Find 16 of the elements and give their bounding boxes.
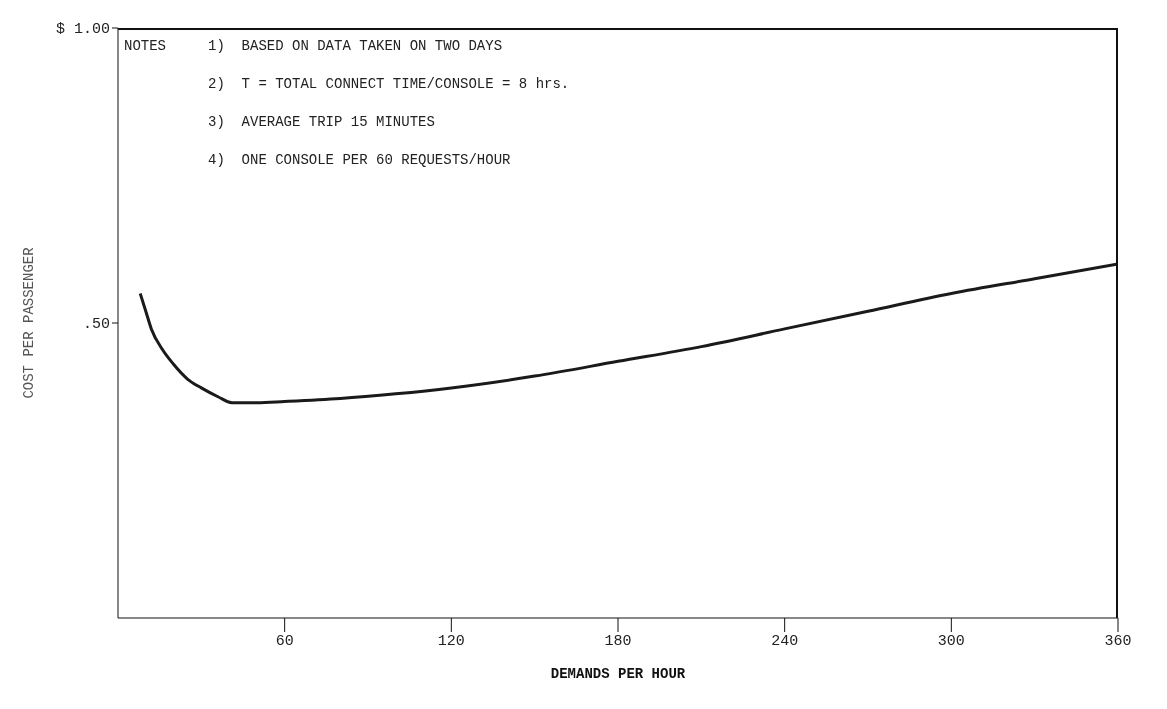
y-axis-title: COST PER PASSENGER xyxy=(20,246,37,399)
y-tick-label: $ 1.00 xyxy=(55,21,110,39)
x-axis-title: DEMANDS PER HOUR xyxy=(550,666,686,682)
annotation: 4) ONE CONSOLE PER 60 REQUESTS/HOUR xyxy=(208,152,511,168)
x-tick-label: 180 xyxy=(604,632,632,650)
y-tick-label: .50 xyxy=(82,316,110,334)
annotation: 2) T = TOTAL CONNECT TIME/CONSOLE = 8 hrs. xyxy=(208,76,570,92)
x-tick-label: 360 xyxy=(1104,632,1132,650)
annotation: NOTES xyxy=(124,38,167,54)
x-tick-label: 240 xyxy=(771,632,799,650)
x-tick-label: 60 xyxy=(275,632,294,650)
x-tick-label: 120 xyxy=(437,632,465,650)
line-series xyxy=(138,262,1118,405)
annotation: 1) BASED ON DATA TAKEN ON TWO DAYS xyxy=(208,38,503,54)
x-tick-label: 300 xyxy=(937,632,965,650)
annotation: 3) AVERAGE TRIP 15 MINUTES xyxy=(208,114,435,130)
